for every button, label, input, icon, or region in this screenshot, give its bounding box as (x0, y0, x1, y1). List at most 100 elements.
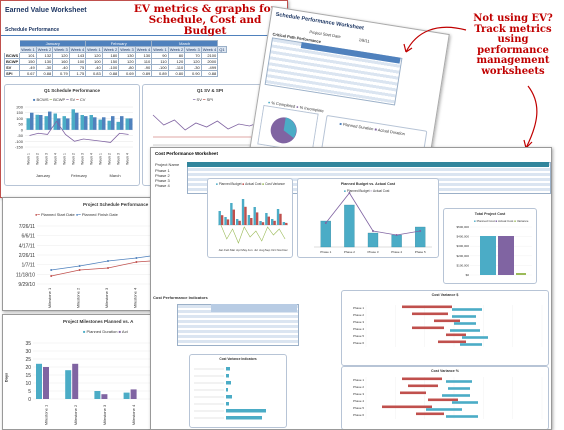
y-tick-label: 100 (16, 116, 23, 121)
indicator-bar (226, 395, 232, 399)
data-point (78, 269, 81, 271)
spw-title: Schedule Performance Worksheet (275, 11, 365, 32)
y-tick-label: $200,000 (456, 254, 469, 258)
x-tick-label: Week 3 (117, 153, 121, 165)
variance-bar (516, 273, 526, 275)
x-tick-label: Week 2 (108, 153, 112, 165)
y-tick-label: 9/29/10 (18, 282, 35, 288)
y-tick-label: 30 (25, 349, 31, 355)
y-tick-label: -50 (17, 133, 24, 138)
phase-label: Phase 5 (353, 406, 364, 410)
variance-blue-bar (442, 394, 470, 397)
y-tick-label: 1/7/11 (21, 263, 35, 269)
month-label: Jun (248, 248, 253, 252)
indicator-bar (226, 374, 229, 378)
x-tick-label: Milestone 4 (131, 404, 136, 425)
variance-red-bar (408, 384, 438, 388)
promo-side-text: Not using EV? Track metrics using perfor… (473, 13, 553, 77)
bcwp-bar (66, 118, 70, 130)
bcwp-bar (48, 111, 52, 130)
cpw-total-title: Total Project Cost (474, 212, 506, 216)
psp-legend: ●━ Planned Start Date ●━ Planned Finish … (35, 212, 118, 217)
cpw-variance-dollar-chart: Cost Variance $ Phase 1 Phase 2 Phase 3 Pha… (341, 290, 549, 366)
cpw-budget-title: Planned Budget vs. Actual Cost (340, 182, 396, 186)
month-label: Dec (282, 248, 288, 252)
cpw-total-chart: Total Project Cost ■ Planned Cost ■ Actu… (443, 208, 537, 284)
actual-bar (261, 222, 265, 225)
data-point (50, 275, 53, 277)
actual-bar (285, 222, 288, 225)
planned-bar (320, 220, 331, 248)
data-point (78, 265, 81, 267)
actual-bar (244, 206, 247, 225)
psp-title: Project Schedule Performance (83, 202, 149, 207)
x-tick-label: Milestone 1 (47, 287, 52, 308)
month-group-label: February (71, 173, 87, 178)
ev-metrics-table: January February March Week 1 Week 2 Week … (3, 40, 227, 77)
variance-blue-bar (450, 329, 480, 332)
x-tick-label: Milestone 2 (73, 404, 78, 425)
y-tick-label: 10 (25, 381, 31, 387)
x-tick-label: Week 1 (99, 153, 103, 165)
data-point (135, 261, 138, 263)
actual-bar (238, 220, 241, 225)
cpw-table-header (187, 162, 549, 167)
y-tick-label: $400,000 (456, 235, 469, 239)
planned-bar (271, 219, 274, 225)
phase-label: Phase 1 (320, 250, 331, 254)
y-tick-label: 200 (16, 105, 23, 110)
actual-point (348, 192, 351, 194)
bcws-bar (89, 115, 93, 130)
actual-point (395, 234, 398, 236)
variance-blue-bar (448, 387, 470, 390)
phase-label: Phase 2 (353, 385, 364, 389)
planned-bar (344, 204, 355, 248)
y-tick-label: $500,000 (456, 225, 469, 229)
month-label: Jul (254, 248, 258, 252)
bcwp-bar (75, 112, 79, 130)
ev-week-header: Week 2 (167, 46, 186, 53)
indicator-bar (226, 409, 266, 413)
variance-blue-bar (454, 322, 476, 325)
q1-chart-title: Q1 Schedule Performance (43, 88, 101, 93)
actual-bar (130, 389, 137, 399)
sv-spi-title: Q1 SV & SPI (196, 88, 224, 93)
bcws-bar (116, 121, 120, 130)
variance-blue-bar (452, 315, 476, 318)
planned-bar (415, 226, 426, 248)
x-tick-label: Milestone 4 (132, 287, 137, 308)
phase-label: Phase 4 (391, 250, 402, 254)
planned-bar (123, 392, 130, 399)
cost-performance-worksheet: Cost Performance Worksheet Project Name … (150, 147, 552, 430)
cpw-variance-pct-chart: Cost Variance % Phase 1 Phase 2 Phase 3 Pha… (341, 366, 549, 429)
sv-line (29, 120, 129, 143)
planned-bar (259, 221, 262, 225)
x-tick-label: Week 4 (90, 153, 94, 165)
x-tick-label: Week 4 (126, 153, 130, 165)
data-point (50, 269, 53, 271)
cpw-total-plot: $500,000 $400,000 $300,000 $200,000 $100,000… (456, 225, 532, 277)
planned-bar (282, 222, 286, 225)
cpw-variance-indicators-plot (194, 367, 266, 420)
promo-headline-line2: Schedule, Cost and Budget (148, 14, 262, 38)
x-tick-label: Week 3 (81, 153, 85, 165)
variance-red-bar (400, 391, 426, 395)
bcwp-bar (102, 117, 106, 130)
cpw-variance-pct-title: Cost Variance % (431, 369, 459, 373)
indicator-bar (226, 381, 231, 385)
cpw-variance-indicators-chart: Cost Variance Indicators (189, 354, 287, 428)
bcws-bar (35, 114, 39, 130)
variance-red-bar (402, 305, 452, 309)
x-tick-label: Milestone 3 (104, 287, 109, 308)
actual-line (325, 192, 421, 236)
x-tick-label: Week 1 (63, 153, 67, 165)
ev-table-row: SPI 0.67 0.88 0.79 1.75 0.83 0.88 0.69 0.89 0.89 0… (3, 70, 219, 77)
cpw-budget-chart: Planned Budget vs. Actual Cost ■ Planned… (297, 178, 439, 258)
ev-week-header: Week 2 (35, 46, 54, 53)
phase-label: Phase 4 (353, 327, 364, 331)
cpw-monthly-legend: ■ Planned Budget ■ Actual Cost ■ Cost Va… (216, 182, 285, 186)
bcwp-bar (84, 116, 88, 130)
y-tick-label: 5 (28, 389, 31, 395)
month-group-label: January (36, 173, 50, 178)
promo-arrow-left-icon (403, 26, 467, 53)
